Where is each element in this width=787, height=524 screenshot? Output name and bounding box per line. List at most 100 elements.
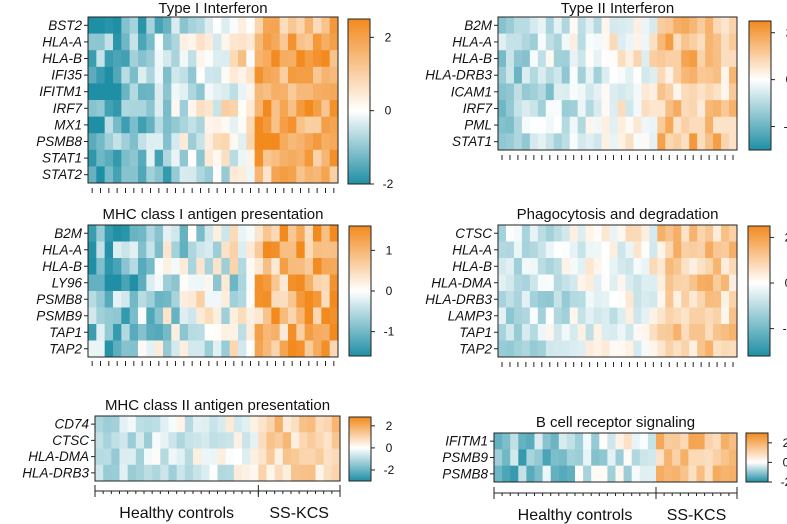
gene-label: HLA-A <box>452 242 492 257</box>
heatmap-cell <box>233 464 243 482</box>
heatmap-cell <box>288 258 297 275</box>
heatmap-cell <box>307 448 316 466</box>
heatmap-cell <box>537 340 547 358</box>
heatmap-cell <box>304 83 314 101</box>
heatmap-cell <box>550 465 560 483</box>
colorbar-tick-label: -2 <box>784 120 787 134</box>
heatmap-cell <box>96 166 106 184</box>
heatmap-cell <box>146 83 156 101</box>
heatmap-cell <box>561 307 571 325</box>
heatmap-cell <box>577 307 587 325</box>
heatmap-cell <box>304 225 314 242</box>
heatmap-cell <box>569 324 579 341</box>
heatmap-cell <box>138 133 147 151</box>
heatmap-cell <box>601 274 610 292</box>
heatmap-cell <box>168 464 178 482</box>
heatmap-cell <box>521 17 531 35</box>
heatmap-cell <box>246 149 256 167</box>
heatmap-cell <box>329 33 339 51</box>
heatmap-cell <box>721 274 730 292</box>
heatmap-cell <box>121 116 131 134</box>
heatmap-cell <box>179 324 189 341</box>
heatmap-cells <box>88 17 339 184</box>
heatmap-cell <box>160 448 169 466</box>
heatmap-cell <box>502 449 511 467</box>
heatmap-cell <box>553 340 563 358</box>
heatmap-cell <box>729 133 738 151</box>
heatmap-cell <box>599 465 608 483</box>
heatmap-cell <box>246 324 256 341</box>
heatmap-cell <box>176 416 186 433</box>
heatmap-cell <box>566 465 576 483</box>
heatmap-cell <box>188 225 197 242</box>
heatmap-cell <box>561 241 571 259</box>
heatmap-cell <box>601 133 610 151</box>
heatmap-cell <box>113 166 122 184</box>
heatmap-cell <box>526 449 535 467</box>
heatmap-cell <box>553 50 563 68</box>
heatmap-cell <box>609 340 618 358</box>
heatmap-cell <box>135 416 145 433</box>
heatmap-cell <box>307 464 316 482</box>
heatmap-cell <box>329 291 339 308</box>
heatmap-cell <box>625 100 634 118</box>
heatmap-cell <box>204 83 214 101</box>
heatmap-cell <box>221 133 231 151</box>
heatmap-cell <box>681 307 690 325</box>
panel-title: MHC class II antigen presentation <box>105 397 330 414</box>
heatmap-cell <box>271 17 281 34</box>
heatmap-cell <box>657 258 666 275</box>
heatmap-cell <box>188 116 197 134</box>
heatmap-cell <box>88 258 97 275</box>
heatmap-cell <box>641 225 650 242</box>
heatmap-cell <box>304 66 314 84</box>
gene-label: IRF7 <box>53 101 83 116</box>
heatmap-cell <box>229 307 239 325</box>
colorbar-tick-label: -2 <box>383 177 394 191</box>
heatmap-cell <box>329 324 339 341</box>
heatmap-cell <box>649 340 658 358</box>
heatmap-cell <box>229 33 239 51</box>
heatmap-cell <box>221 83 231 101</box>
heatmap-cell <box>196 241 206 259</box>
heatmap-cell <box>609 83 618 101</box>
heatmap-cell <box>296 100 306 117</box>
heatmap-cell <box>296 340 306 358</box>
heatmap-cell <box>545 340 555 358</box>
heatmap-cell <box>537 291 547 308</box>
heatmap-cell <box>498 307 507 325</box>
heatmap-cell <box>713 274 722 292</box>
heatmap-cell <box>585 307 594 325</box>
heatmap-cell <box>545 307 555 325</box>
heatmap-cell <box>505 116 515 134</box>
heatmap-cell <box>271 133 281 151</box>
heatmap-cell <box>545 324 555 341</box>
heatmap-cell <box>609 66 618 84</box>
heatmap-cell <box>135 432 145 449</box>
heatmap-cell <box>673 17 682 35</box>
heatmap-cell <box>229 50 239 68</box>
heatmap-cell <box>529 307 539 325</box>
heatmap-cell <box>569 100 579 118</box>
heatmap-cell <box>513 307 523 325</box>
heatmap-cell <box>88 66 97 84</box>
gene-label: TAP1 <box>49 325 82 340</box>
heatmap-cell <box>304 50 314 68</box>
heatmap-cell <box>225 448 235 466</box>
heatmap-cell <box>607 449 616 467</box>
gene-label: CTSC <box>455 226 492 241</box>
heatmap-cell <box>537 17 547 35</box>
heatmap-cell <box>213 149 222 167</box>
heatmap-cell <box>113 291 122 308</box>
heatmap-cell <box>121 17 131 34</box>
heatmap-cell <box>649 291 658 308</box>
heatmap-cell <box>521 241 531 259</box>
heatmap-cell <box>313 324 322 341</box>
heatmap-cell <box>529 33 539 51</box>
gene-label: LY96 <box>52 275 83 290</box>
heatmap-cell <box>729 50 738 68</box>
heatmap-cell <box>321 225 331 242</box>
heatmap-cell <box>88 116 97 134</box>
heatmap-cell <box>291 416 300 433</box>
heatmap-cell <box>121 340 131 358</box>
